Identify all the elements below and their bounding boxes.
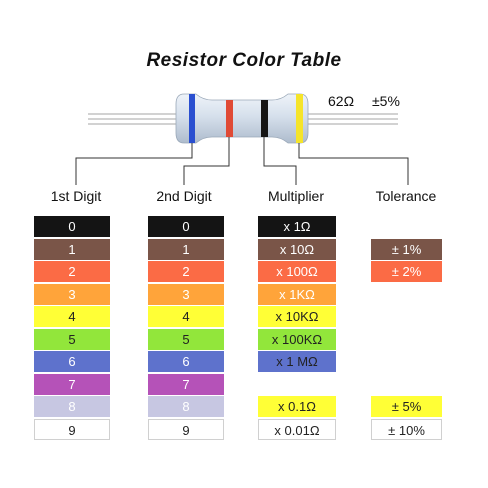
page-title: Resistor Color Table: [146, 50, 342, 71]
tolerance-cell-red: ± 2%: [371, 261, 442, 282]
digit1-cell-green: 5: [34, 328, 110, 350]
digit2-cell-black: 0: [148, 216, 224, 237]
digit2-cell-violet: 7: [148, 373, 224, 395]
band-1: [189, 94, 195, 143]
tolerance-cell-silver: ± 10%: [371, 418, 442, 440]
band-2: [226, 100, 233, 137]
digit2-cell-brown: 1: [148, 238, 224, 260]
digit1-cell-orange: 3: [34, 283, 110, 305]
digit1-cell-red: 2: [34, 261, 110, 282]
digit2-cell-green: 5: [148, 328, 224, 350]
digit2-cell-gray: 8: [148, 396, 224, 417]
callout-tolerance: [298, 143, 409, 185]
band-3: [261, 100, 268, 137]
digit1-cell-violet: 7: [34, 373, 110, 395]
resistance-value: 62Ω: [328, 93, 355, 109]
resistor-diagram: [75, 93, 409, 185]
multiplier-cell-black: x 1Ω: [258, 216, 336, 237]
header-2nd-digit: 2nd Digit: [156, 188, 212, 204]
callout-lines: [75, 137, 409, 185]
header-tolerance: Tolerance: [375, 188, 437, 204]
multiplier-cell-orange: x 1KΩ: [258, 283, 336, 305]
multiplier-cell-gray: x 0.1Ω: [258, 396, 336, 417]
multiplier-cell-yellow: x 10KΩ: [258, 306, 336, 327]
header-1st-digit: 1st Digit: [50, 188, 102, 204]
multiplier-cell-blue: x 1 MΩ: [258, 351, 336, 372]
callout-digit2: [183, 137, 230, 185]
multiplier-cell-white: x 0.01Ω: [258, 418, 336, 440]
digit1-cell-blue: 6: [34, 351, 110, 372]
digit2-cell-blue: 6: [148, 351, 224, 372]
digit2-cell-yellow: 4: [148, 306, 224, 327]
digit1-cell-yellow: 4: [34, 306, 110, 327]
multiplier-cell-brown: x 10Ω: [258, 238, 336, 260]
band-4: [296, 94, 303, 143]
multiplier-cell-red: x 100Ω: [258, 261, 336, 282]
multiplier-cell-green: x 100KΩ: [258, 328, 336, 350]
callout-digit1: [75, 143, 193, 185]
resistor-body: [175, 93, 309, 144]
callout-multiplier: [263, 137, 297, 185]
digit1-cell-gray: 8: [34, 396, 110, 417]
resistor-lead-right: [305, 113, 398, 125]
digit2-cell-orange: 3: [148, 283, 224, 305]
digit2-cell-red: 2: [148, 261, 224, 282]
resistor-lead-left: [88, 113, 178, 125]
tolerance-value: ±5%: [372, 93, 400, 109]
digit1-cell-brown: 1: [34, 238, 110, 260]
digit1-cell-white: 9: [34, 418, 110, 440]
tolerance-cell-brown: ± 1%: [371, 238, 442, 260]
header-multiplier: Multiplier: [267, 188, 324, 204]
tolerance-cell-gold: ± 5%: [371, 396, 442, 417]
digit2-cell-white: 9: [148, 418, 224, 440]
digit1-cell-black: 0: [34, 216, 110, 237]
